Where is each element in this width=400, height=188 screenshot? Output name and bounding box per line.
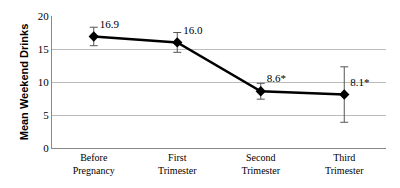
svg-text:BeforePregnancy: BeforePregnancy (73, 152, 115, 176)
svg-text:15: 15 (38, 43, 50, 55)
svg-text:10: 10 (38, 76, 50, 88)
svg-text:16.9: 16.9 (100, 18, 120, 30)
svg-text:SecondTrimester: SecondTrimester (241, 152, 280, 176)
svg-text:0: 0 (43, 142, 49, 154)
svg-text:ThirdTrimester: ThirdTrimester (325, 152, 364, 176)
svg-text:Mean Weekend Drinks: Mean Weekend Drinks (18, 24, 30, 141)
svg-text:16.0: 16.0 (183, 24, 203, 36)
svg-text:8.1*: 8.1* (350, 76, 369, 88)
svg-text:8.6*: 8.6* (267, 72, 286, 84)
svg-text:5: 5 (43, 109, 49, 121)
svg-text:20: 20 (38, 10, 50, 22)
svg-text:FirstTrimester: FirstTrimester (158, 152, 197, 176)
